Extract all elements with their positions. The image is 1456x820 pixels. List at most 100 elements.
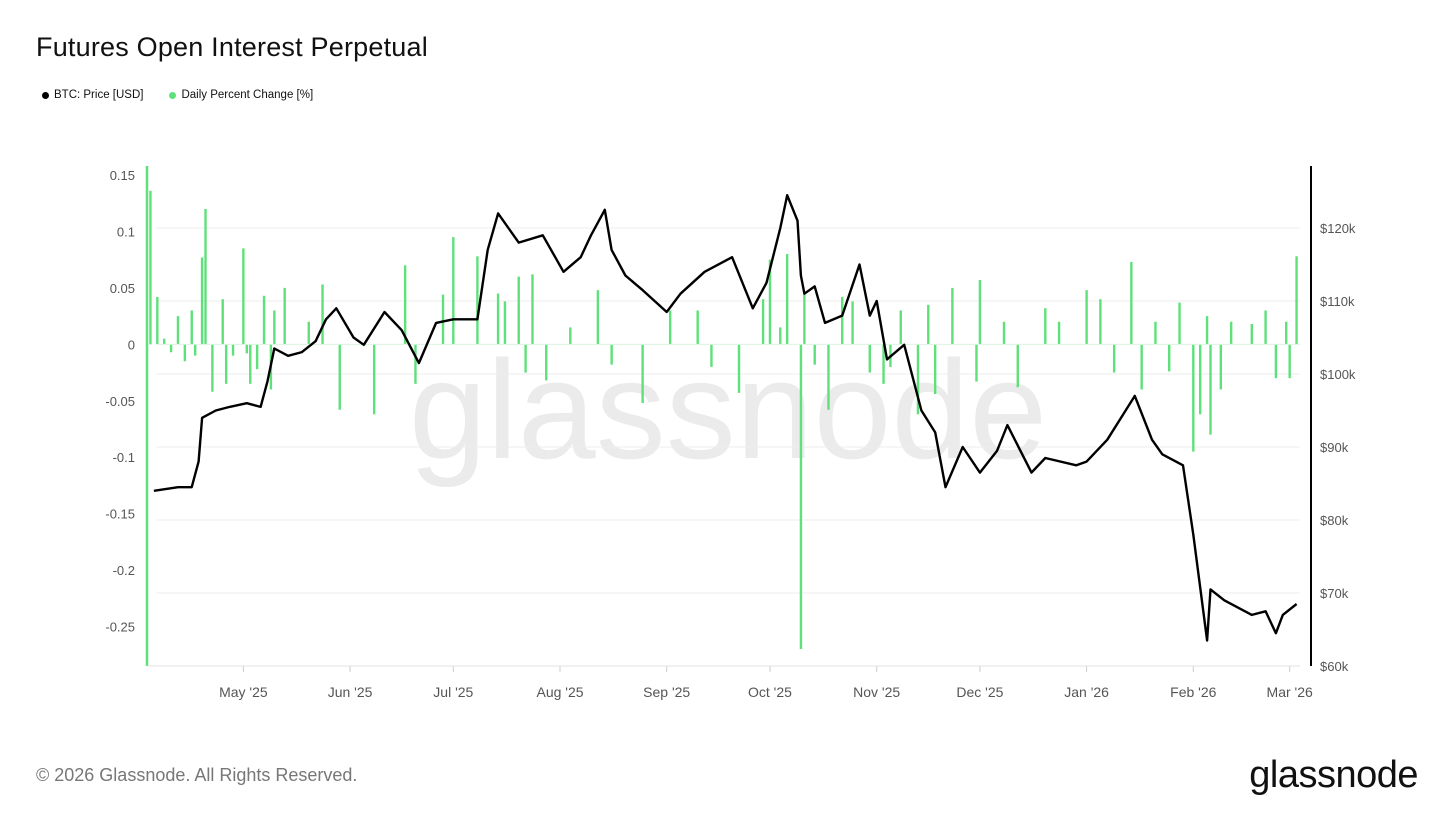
daily-change-bar <box>761 299 765 345</box>
right-tick-label: $90k <box>1320 440 1349 455</box>
daily-change-bar <box>403 265 407 345</box>
legend-item-price[interactable]: BTC: Price [USD] <box>42 89 143 101</box>
left-tick-label: 0.1 <box>117 224 135 239</box>
daily-change-bar <box>1057 321 1061 345</box>
daily-change-bar <box>149 190 152 345</box>
x-tick-label: Jun '25 <box>328 684 373 700</box>
left-tick-label: -0.15 <box>105 507 135 522</box>
daily-change-bar <box>803 293 806 345</box>
daily-change-bar <box>211 344 214 392</box>
x-tick-label: Nov '25 <box>853 684 900 700</box>
daily-change-bar <box>496 293 500 345</box>
daily-change-bar <box>245 344 249 354</box>
legend-dot-daily-change <box>169 91 177 99</box>
legend-label-daily-change: Daily Percent Change [%] <box>181 89 314 101</box>
right-tick-label: $110k <box>1320 294 1355 309</box>
daily-change-bar <box>531 274 534 345</box>
daily-change-bar <box>1219 344 1223 390</box>
daily-change-bar <box>503 301 507 345</box>
daily-change-bar <box>1250 324 1254 345</box>
chart-legend: BTC: Price [USD] Daily Percent Change [%… <box>42 89 313 101</box>
x-axis-ticks: May '25 Jun '25 Jul '25 Aug '25 Sep '25 Oct '… <box>219 684 1313 700</box>
daily-change-bar <box>176 316 180 345</box>
daily-change-bar <box>221 299 224 345</box>
right-tick-label: $120k <box>1320 221 1356 236</box>
daily-change-bar <box>851 301 854 345</box>
daily-change-bar <box>737 344 741 393</box>
daily-change-bar <box>1016 344 1019 388</box>
daily-change-bar <box>785 254 789 345</box>
daily-change-bar <box>696 310 699 345</box>
daily-change-bar <box>441 294 445 345</box>
footer-copyright: © 2026 Glassnode. All Rights Reserved. <box>36 765 358 785</box>
x-tick-label: Dec '25 <box>956 684 1003 700</box>
x-tick-label: Sep '25 <box>643 684 690 700</box>
daily-change-bar <box>524 344 527 373</box>
daily-change-bar <box>338 344 341 410</box>
daily-change-bar <box>262 295 266 345</box>
left-tick-label: -0.25 <box>105 619 135 634</box>
daily-change-bar <box>283 287 286 345</box>
daily-change-bar <box>231 344 235 356</box>
left-tick-label: 0 <box>128 337 135 352</box>
daily-change-bar <box>1288 344 1291 379</box>
daily-change-bar <box>1154 321 1157 345</box>
daily-change-bar <box>224 344 228 384</box>
daily-change-bar <box>255 344 259 370</box>
daily-change-bar <box>1274 344 1278 379</box>
daily-change-bar <box>799 344 803 650</box>
daily-change-bar <box>933 344 937 394</box>
x-tick-label: Jan '26 <box>1064 684 1109 700</box>
daily-change-bar <box>710 344 713 367</box>
daily-change-bar <box>1112 344 1116 373</box>
daily-change-bar <box>1209 344 1212 435</box>
daily-change-bar <box>1264 310 1267 345</box>
daily-change-bar <box>779 327 782 345</box>
daily-change-bar <box>1130 261 1133 345</box>
legend-item-daily-change[interactable]: Daily Percent Change [%] <box>169 89 313 101</box>
daily-change-bar <box>868 344 871 373</box>
daily-change-bar <box>1168 344 1171 372</box>
left-tick-label: -0.05 <box>105 394 135 409</box>
daily-change-bar <box>641 344 644 404</box>
left-axis-ticks: 0.15 0.1 0.05 0 -0.05 -0.1 -0.15 -0.2 -0.25 <box>105 168 135 634</box>
daily-change-bar <box>156 296 159 345</box>
daily-change-bar <box>200 257 204 345</box>
x-tick-label: Mar '26 <box>1267 684 1313 700</box>
daily-change-bar <box>975 344 978 382</box>
x-tick-label: May '25 <box>219 684 268 700</box>
daily-change-bar <box>813 344 816 365</box>
watermark-text: glassnode <box>409 331 1047 488</box>
daily-change-bar <box>1295 256 1298 345</box>
daily-change-bar <box>1285 321 1288 345</box>
daily-change-bar <box>1044 308 1047 345</box>
daily-change-bar <box>841 296 844 345</box>
x-tick-label: Aug '25 <box>536 684 583 700</box>
legend-dot-price <box>42 91 49 99</box>
daily-change-bar <box>414 344 417 384</box>
daily-change-bar <box>1198 344 1202 415</box>
x-tick-label: Jul '25 <box>433 684 473 700</box>
daily-change-bar <box>899 310 902 345</box>
x-tick-label: Feb '26 <box>1170 684 1216 700</box>
daily-change-bar <box>1099 299 1102 345</box>
daily-change-bar <box>768 259 772 345</box>
daily-change-bars <box>149 190 1300 650</box>
daily-change-bar <box>204 208 207 345</box>
daily-change-bar <box>183 344 187 362</box>
daily-change-bar <box>1178 302 1181 345</box>
daily-change-bar <box>1085 290 1088 345</box>
left-tick-label: -0.1 <box>113 450 135 465</box>
daily-change-bar <box>169 344 173 353</box>
daily-change-bar <box>452 237 455 345</box>
daily-change-bar <box>307 321 310 345</box>
daily-change-bar <box>1229 321 1233 345</box>
glassnode-logo[interactable]: glassnode <box>1249 754 1418 796</box>
daily-change-bar <box>1002 321 1006 345</box>
daily-change-bar <box>827 344 830 410</box>
daily-change-bar <box>476 256 479 345</box>
daily-change-bar <box>882 344 885 384</box>
page-title: Futures Open Interest Perpetual <box>36 32 428 62</box>
daily-change-bar <box>1192 344 1195 452</box>
